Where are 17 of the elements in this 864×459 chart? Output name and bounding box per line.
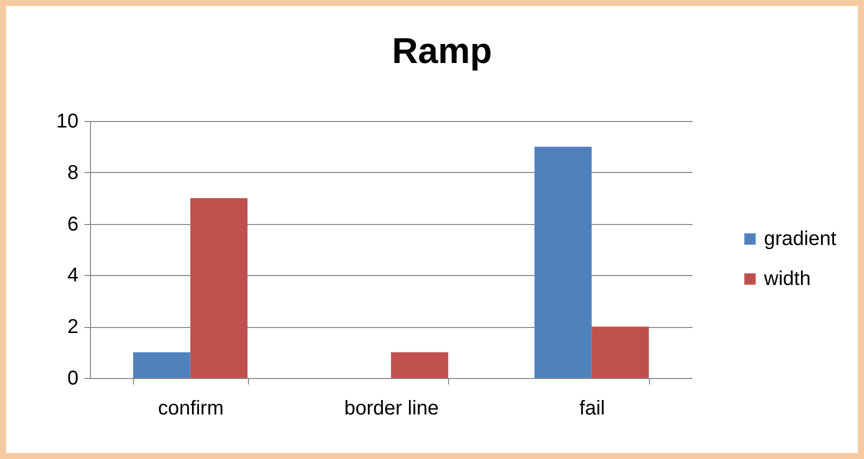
bar <box>592 326 649 378</box>
bar <box>391 352 448 378</box>
y-tick-label: 8 <box>67 162 78 184</box>
x-tick-label: confirm <box>158 398 224 420</box>
y-tick-label: 4 <box>67 264 78 287</box>
bar <box>190 198 248 378</box>
legend-label: width <box>763 268 811 290</box>
y-tick-label: 0 <box>67 368 78 390</box>
y-tick-label: 6 <box>67 213 78 236</box>
y-tick-label: 2 <box>67 316 78 338</box>
chart-title: Ramp <box>392 30 492 71</box>
y-tick-label: 10 <box>56 110 78 132</box>
x-tick-label: fail <box>579 398 605 420</box>
bar <box>133 352 190 378</box>
bar <box>534 146 592 378</box>
x-tick-label: border line <box>344 398 439 420</box>
legend-label: gradient <box>764 228 837 250</box>
